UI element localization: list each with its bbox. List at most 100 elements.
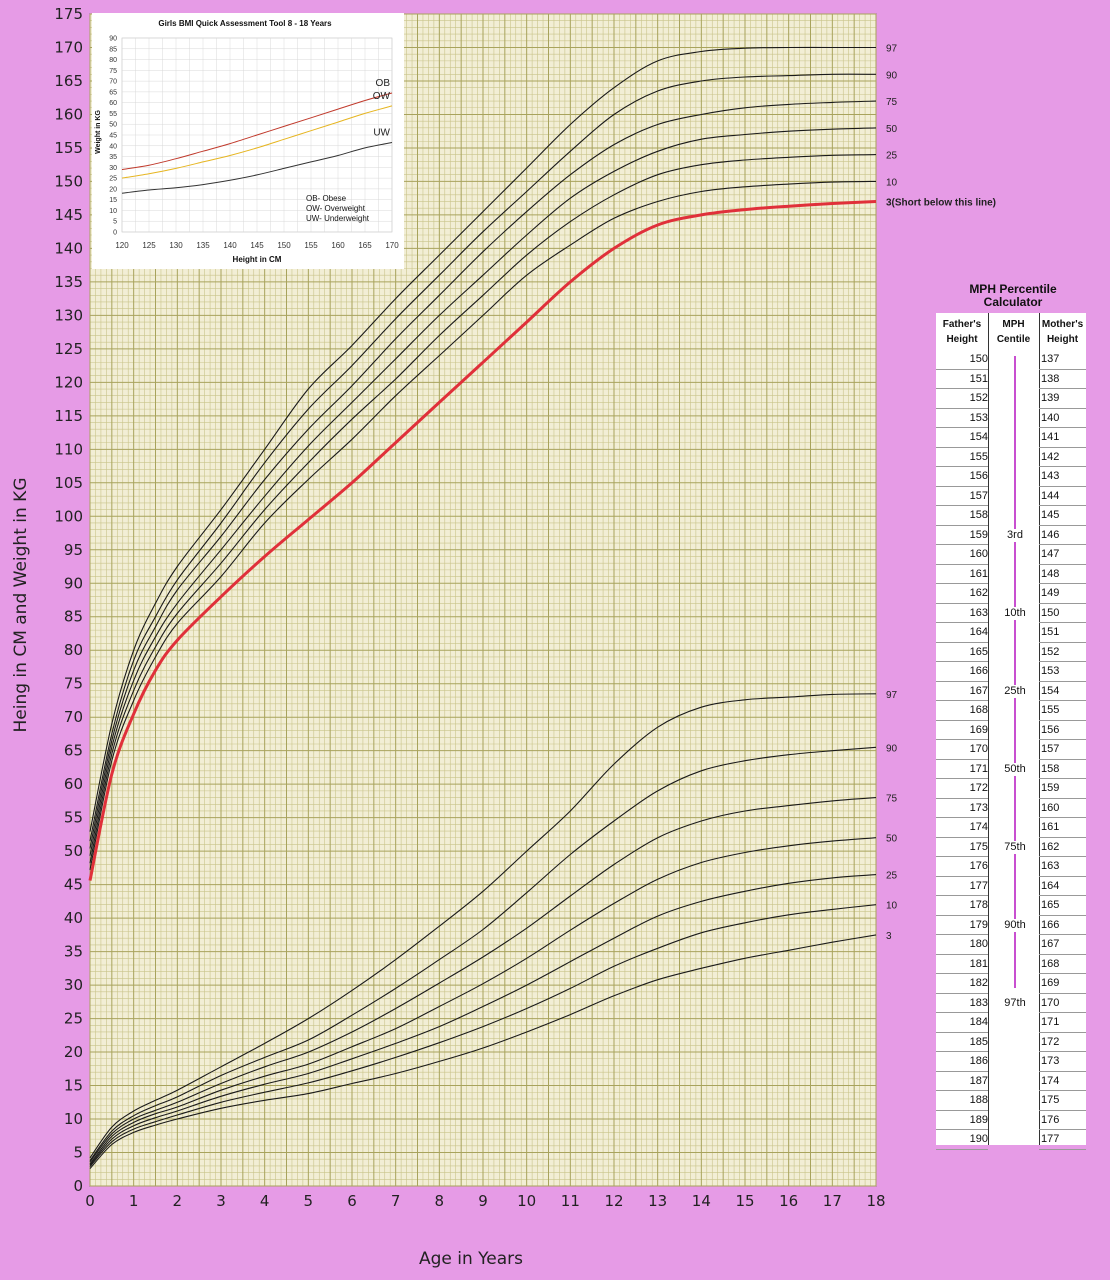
row-divider [936, 1148, 988, 1150]
father-height-cell: 166 [969, 665, 988, 677]
row-divider [1039, 1129, 1086, 1130]
row-divider [1039, 1012, 1086, 1013]
mph-centile-cell: 50th [991, 762, 1039, 776]
row-divider [936, 622, 988, 623]
mother-height-cell: 168 [1041, 957, 1060, 970]
father-height-cell: 153 [969, 411, 988, 424]
row-divider [936, 856, 988, 857]
y-tick-label: 0 [73, 1177, 83, 1195]
mother-height-cell: 142 [1041, 450, 1060, 463]
mother-height-cell: 155 [1041, 704, 1060, 716]
mother-height-cell: 174 [1041, 1074, 1060, 1087]
y-tick-label: 175 [54, 5, 83, 23]
row-divider [936, 758, 988, 760]
mph-calculator-table: Father's Height MPH Centile Mother's Hei… [936, 313, 1086, 1150]
inset-y-tick-label: 30 [109, 165, 117, 172]
row-divider [936, 992, 988, 994]
row-divider [1039, 446, 1086, 448]
y-tick-label: 25 [64, 1010, 83, 1028]
row-divider [936, 934, 988, 935]
weight-curve-75 [89, 797, 877, 1163]
y-tick-label: 40 [64, 909, 83, 927]
centile-range-bar [1014, 355, 1016, 988]
inset-curve-label: OB [376, 78, 391, 89]
y-tick-label: 170 [54, 38, 83, 56]
row-divider [936, 1090, 988, 1091]
mph-row: 189 176 [936, 1111, 1086, 1130]
row-divider [1039, 739, 1086, 740]
header-line: Height [1046, 334, 1079, 345]
y-tick-label: 90 [64, 574, 83, 592]
mph-calculator-title: MPH Percentile Calculator [938, 283, 1088, 309]
height-curve-3 [88, 200, 877, 881]
inset-x-tick-label: 155 [304, 241, 318, 250]
mph-row: 152 139 [936, 389, 1086, 409]
mph-row: 176 163 [936, 857, 1086, 877]
mph-row: 174 161 [936, 818, 1086, 838]
row-divider [936, 739, 988, 740]
mother-height-cell: 158 [1041, 762, 1060, 775]
mother-height-cell: 141 [1041, 431, 1060, 443]
mph-row: 155 142 [936, 448, 1086, 467]
y-tick-label: 155 [54, 139, 83, 157]
y-tick-label: 75 [64, 675, 83, 693]
inset-x-tick-label: 130 [169, 241, 183, 250]
row-divider [936, 778, 988, 779]
mph-centile-cell: 90th [991, 918, 1039, 932]
mother-height-cell: 164 [1041, 879, 1060, 892]
height-percentile-label: 25 [886, 151, 898, 162]
inset-y-tick-label: 35 [109, 154, 117, 161]
row-divider [936, 1012, 988, 1013]
y-tick-label: 70 [64, 708, 83, 726]
father-height-cell: 159 [969, 528, 988, 541]
mph-row: 181 168 [936, 955, 1086, 974]
father-height-header: Father's Height [936, 317, 988, 347]
y-tick-label: 105 [54, 474, 83, 492]
row-divider [1039, 427, 1086, 428]
inset-y-tick-label: 15 [109, 197, 117, 204]
header-line: Height [946, 334, 978, 345]
x-tick-label: 4 [260, 1192, 270, 1210]
mother-height-cell: 154 [1041, 684, 1060, 697]
height-percentile-label: 97 [886, 43, 898, 54]
father-height-cell: 157 [969, 489, 988, 502]
row-divider [936, 973, 988, 974]
major-grid [89, 13, 877, 1187]
y-tick-label: 145 [54, 206, 83, 224]
inset-y-tick-label: 80 [109, 57, 117, 64]
father-height-cell: 170 [969, 743, 988, 755]
row-divider [1039, 1031, 1086, 1033]
inset-y-tick-label: 75 [109, 68, 117, 75]
inset-y-tick-label: 20 [109, 186, 117, 193]
mother-height-cell: 145 [1041, 509, 1060, 521]
x-tick-label: 11 [561, 1192, 580, 1210]
mph-row: 169 156 [936, 721, 1086, 740]
father-height-cell: 171 [969, 762, 988, 775]
x-tick-label: 9 [478, 1192, 488, 1210]
mph-row: 167 154 25th [936, 682, 1086, 701]
row-divider [936, 1031, 988, 1033]
row-divider [1039, 407, 1086, 409]
weight-curve-3 [89, 934, 877, 1169]
row-divider [1039, 934, 1086, 935]
height-percentile-label: 10 [886, 177, 898, 188]
row-divider [936, 583, 988, 584]
height-curve-25 [89, 154, 877, 864]
mother-height-cell: 175 [1041, 1094, 1060, 1106]
row-divider [1039, 485, 1086, 487]
y-tick-label: 65 [64, 742, 83, 760]
y-tick-label: 50 [64, 842, 83, 860]
row-divider [1039, 680, 1086, 682]
mother-height-cell: 163 [1041, 860, 1060, 872]
row-divider [936, 641, 988, 643]
weight-curve-10 [89, 904, 877, 1167]
mother-height-cell: 160 [1041, 801, 1060, 814]
mother-height-cell: 139 [1041, 392, 1060, 404]
mph-row: 156 143 [936, 467, 1086, 487]
inset-curve-OB [121, 92, 393, 170]
y-axis-ticks: 0 5 10 15 20 25 30 35 40 45 50 55 60 65 70 75 80 85 90 95 10… [54, 5, 83, 1195]
y-tick-label: 120 [54, 373, 83, 391]
mother-height-cell: 162 [1041, 840, 1060, 853]
x-tick-label: 6 [347, 1192, 357, 1210]
inset-legend-uw: UW- Underweight [306, 214, 370, 223]
